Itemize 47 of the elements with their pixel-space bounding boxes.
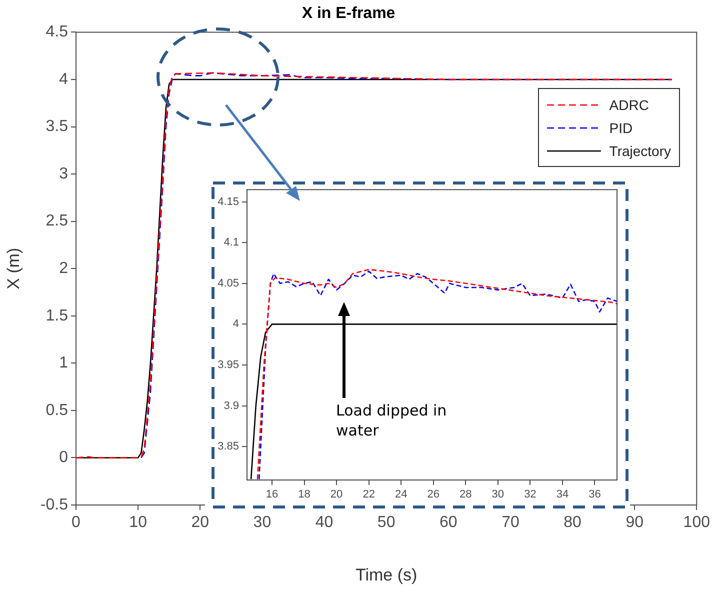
y-tick-label: 0 [59, 449, 68, 466]
annotation: Load dipped in water [336, 401, 447, 440]
legend-label: ADRC [609, 96, 649, 112]
x-tick-label: 90 [626, 514, 644, 532]
x-tick-label: 24 [394, 488, 408, 501]
legend-label: Trajectory [609, 142, 671, 158]
x-tick-label: 80 [564, 514, 582, 532]
x-tick-label: 100 [683, 514, 710, 532]
x-tick-label: 22 [362, 488, 375, 501]
y-tick-label: 2 [59, 260, 68, 278]
y-tick-label: 4 [59, 70, 68, 88]
y-tick-label: 3.95 [218, 359, 239, 372]
y-tick-label: 2.5 [46, 212, 68, 230]
x-tick-label: 28 [460, 488, 472, 501]
y-tick-label: 3.85 [218, 440, 239, 453]
y-tick-label: 4.1 [224, 236, 239, 249]
x-tick-label: 36 [588, 488, 601, 501]
y-tick-label: 1.5 [46, 307, 68, 324]
y-tick-label: 0.5 [46, 402, 68, 419]
x-tick-label: 30 [253, 514, 272, 532]
y-tick-label: 4.5 [46, 24, 68, 41]
x-tick-label: 30 [492, 488, 504, 501]
x-tick-label: 26 [427, 488, 440, 501]
x-tick-label: 16 [266, 488, 278, 501]
x-tick-label: 18 [298, 488, 310, 501]
x-tick-label: 20 [330, 488, 343, 501]
x-tick-label: 32 [524, 488, 536, 501]
y-tick-label: 1 [59, 354, 68, 372]
chart-title: X in E-frame [302, 5, 396, 22]
y-tick-label: -0.5 [40, 496, 68, 514]
x-tick-label: 34 [556, 488, 569, 501]
legend-label: PID [609, 120, 633, 136]
y-tick-label: 3 [59, 165, 68, 182]
x-tick-label: 10 [129, 514, 148, 532]
x-tick-label: 70 [502, 514, 520, 532]
y-tick-label: 3.9 [224, 400, 239, 412]
x-tick-label: 40 [315, 514, 334, 532]
x-tick-label: 50 [377, 514, 396, 532]
x-tick-label: 60 [439, 514, 458, 532]
y-tick-label: 4.15 [218, 196, 239, 208]
y-tick-label: 4.05 [218, 277, 239, 290]
x-axis-title: Time (s) [355, 565, 418, 584]
y-axis-title: X (m) [4, 248, 23, 290]
x-tick-label: 20 [191, 514, 210, 532]
y-tick-label: 3.5 [46, 118, 68, 136]
y-tick-label: 4 [232, 318, 239, 330]
x-tick-label: 0 [72, 514, 81, 532]
